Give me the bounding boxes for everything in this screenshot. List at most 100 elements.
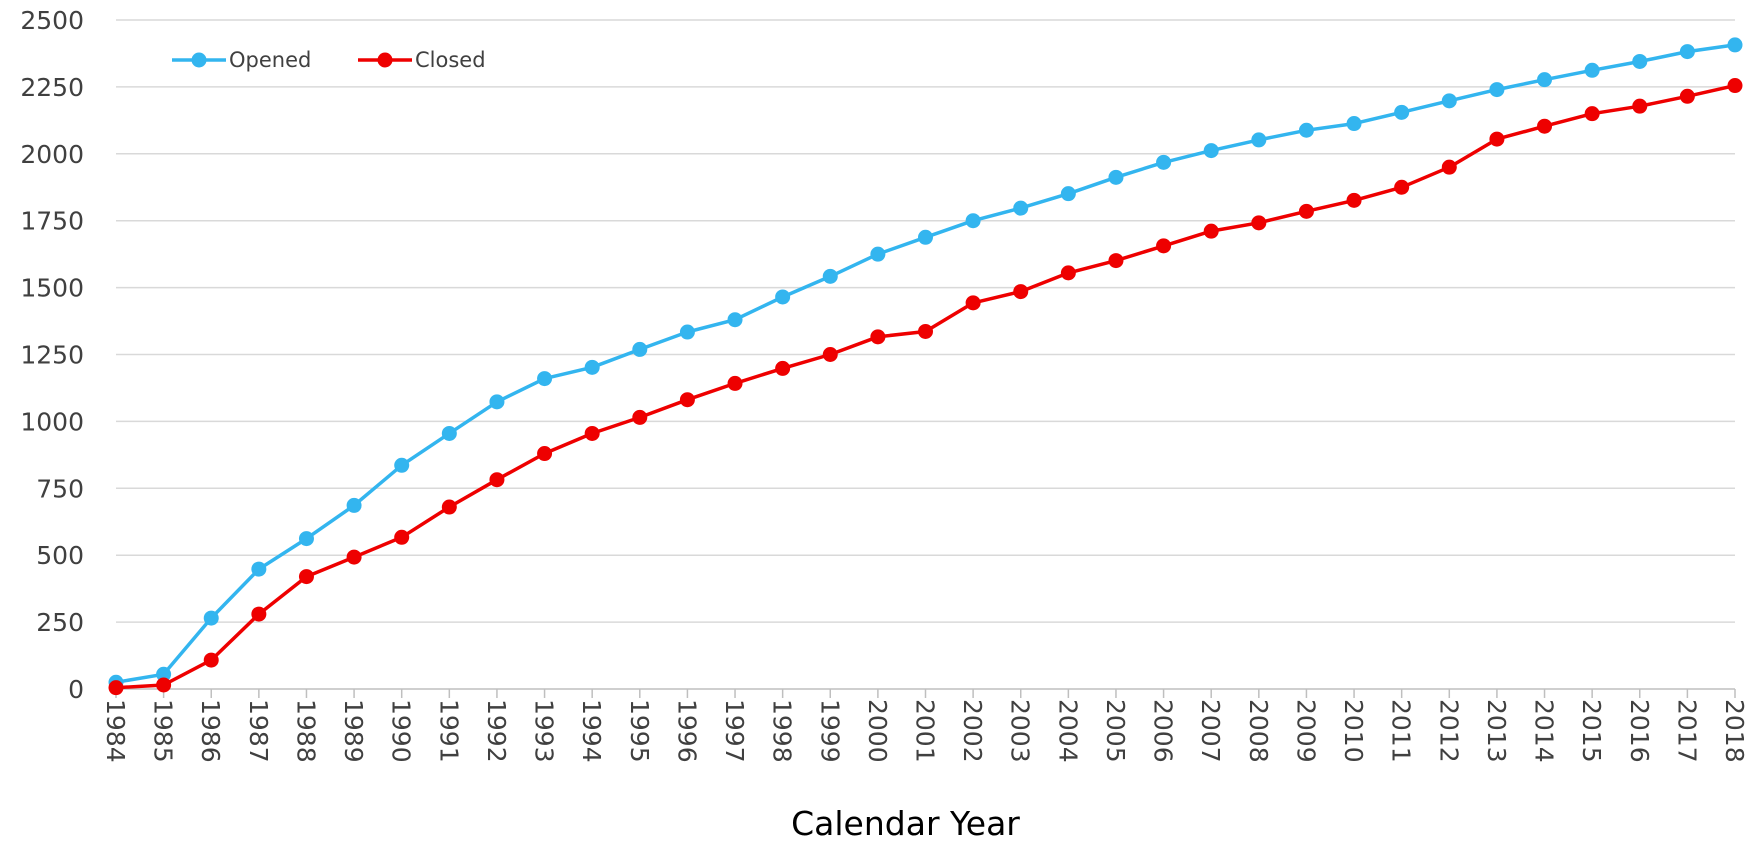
x-tick-label: 2007 <box>1196 699 1225 763</box>
x-tick-label: 2011 <box>1387 699 1416 763</box>
data-point-opened <box>1203 143 1219 159</box>
data-point-opened <box>156 666 172 682</box>
y-axis-ticks: 0 250 500 750 1000 1250 1500 1750 2000 2250 2500 <box>20 6 84 704</box>
x-tick-label: 1990 <box>387 699 416 763</box>
data-point-opened <box>1156 154 1172 170</box>
x-tick-label: 1985 <box>149 699 178 763</box>
x-tick-label: 2015 <box>1577 699 1606 763</box>
y-tick-label: 0 <box>68 675 84 704</box>
x-tick-label: 2006 <box>1149 699 1178 763</box>
series-group <box>108 37 1743 696</box>
x-axis-title: Calendar Year <box>791 804 1020 843</box>
data-point-opened <box>1251 132 1267 148</box>
data-point-closed <box>870 329 886 345</box>
x-tick-label: 1996 <box>672 699 701 763</box>
y-tick-label: 1000 <box>20 407 84 436</box>
data-point-opened <box>298 531 314 547</box>
legend: Opened Closed <box>172 48 486 72</box>
x-tick-label: 2004 <box>1053 699 1082 763</box>
x-axis-ticks: 1984 1985 1986 1987 1988 1989 1990 1991 1992 1993… <box>101 689 1749 763</box>
data-point-closed <box>584 425 600 441</box>
data-point-opened <box>775 289 791 305</box>
data-point-opened <box>1489 82 1505 98</box>
data-point-opened <box>679 324 695 340</box>
data-point-closed <box>1251 215 1267 231</box>
x-tick-label: 2012 <box>1434 699 1463 763</box>
data-point-opened <box>1584 62 1600 78</box>
data-point-closed <box>965 295 981 311</box>
data-point-closed <box>632 409 648 425</box>
x-tick-label: 2005 <box>1101 699 1130 763</box>
x-tick-label: 2002 <box>958 699 987 763</box>
data-point-closed <box>251 606 267 622</box>
data-point-closed <box>1108 253 1124 269</box>
data-point-opened <box>203 610 219 626</box>
x-tick-label: 2010 <box>1339 699 1368 763</box>
data-point-opened <box>870 246 886 262</box>
data-point-closed <box>298 569 314 585</box>
data-point-closed <box>537 446 553 462</box>
x-tick-label: 2016 <box>1625 699 1654 763</box>
data-point-closed <box>441 499 457 515</box>
y-tick-label: 1500 <box>20 274 84 303</box>
data-point-closed <box>346 549 362 565</box>
x-tick-label: 2017 <box>1672 699 1701 763</box>
data-point-closed <box>1156 238 1172 254</box>
x-tick-label: 1998 <box>768 699 797 763</box>
data-point-closed <box>822 347 838 362</box>
x-tick-label: 2009 <box>1291 699 1320 763</box>
x-tick-label: 1986 <box>196 699 225 763</box>
data-point-closed <box>1203 223 1219 239</box>
x-tick-label: 2000 <box>863 699 892 763</box>
data-point-closed <box>1489 131 1505 147</box>
x-tick-label: 1993 <box>530 699 559 763</box>
data-point-closed <box>679 392 695 408</box>
data-point-closed <box>156 677 172 693</box>
data-point-closed <box>1346 192 1362 208</box>
data-point-closed <box>1060 265 1076 281</box>
data-point-opened <box>584 359 600 375</box>
legend-label: Opened <box>229 48 311 72</box>
data-point-opened <box>632 341 648 357</box>
x-tick-label: 2003 <box>1006 699 1035 763</box>
data-point-closed <box>1632 98 1648 114</box>
x-tick-label: 2014 <box>1530 699 1559 763</box>
x-tick-label: 1992 <box>482 699 511 763</box>
y-tick-label: 250 <box>36 608 84 637</box>
data-point-closed <box>1394 179 1410 195</box>
data-point-opened <box>727 312 743 328</box>
data-point-closed <box>203 652 219 668</box>
data-point-opened <box>1679 44 1695 60</box>
data-point-closed <box>489 472 505 488</box>
x-tick-label: 1984 <box>101 699 130 763</box>
data-point-closed <box>394 529 410 545</box>
data-point-closed <box>1537 118 1553 134</box>
data-point-opened <box>1346 116 1362 132</box>
y-tick-label: 2000 <box>20 140 84 169</box>
series-closed <box>108 78 1743 696</box>
legend-swatch-marker <box>377 52 393 68</box>
legend-item-opened: Opened <box>172 48 311 72</box>
legend-label: Closed <box>415 48 486 72</box>
series-opened <box>108 37 1743 690</box>
data-point-closed <box>1679 88 1695 104</box>
x-tick-label: 1997 <box>720 699 749 763</box>
y-tick-label: 1250 <box>20 341 84 370</box>
y-tick-label: 750 <box>36 474 84 503</box>
data-point-closed <box>775 360 791 376</box>
y-tick-label: 2500 <box>20 6 84 35</box>
data-point-opened <box>441 425 457 441</box>
data-point-opened <box>489 394 505 410</box>
series-line-closed <box>115 83 1736 690</box>
data-point-closed <box>1727 78 1743 94</box>
x-tick-label: 1987 <box>244 699 273 763</box>
legend-item-closed: Closed <box>358 48 486 72</box>
legend-swatch-marker <box>191 52 207 68</box>
x-tick-label: 2008 <box>1244 699 1273 763</box>
data-point-opened <box>1108 169 1124 185</box>
y-tick-label: 500 <box>36 541 84 570</box>
data-point-opened <box>1060 186 1076 202</box>
data-point-opened <box>1441 93 1457 109</box>
data-point-opened <box>822 268 838 284</box>
data-point-opened <box>251 561 267 577</box>
